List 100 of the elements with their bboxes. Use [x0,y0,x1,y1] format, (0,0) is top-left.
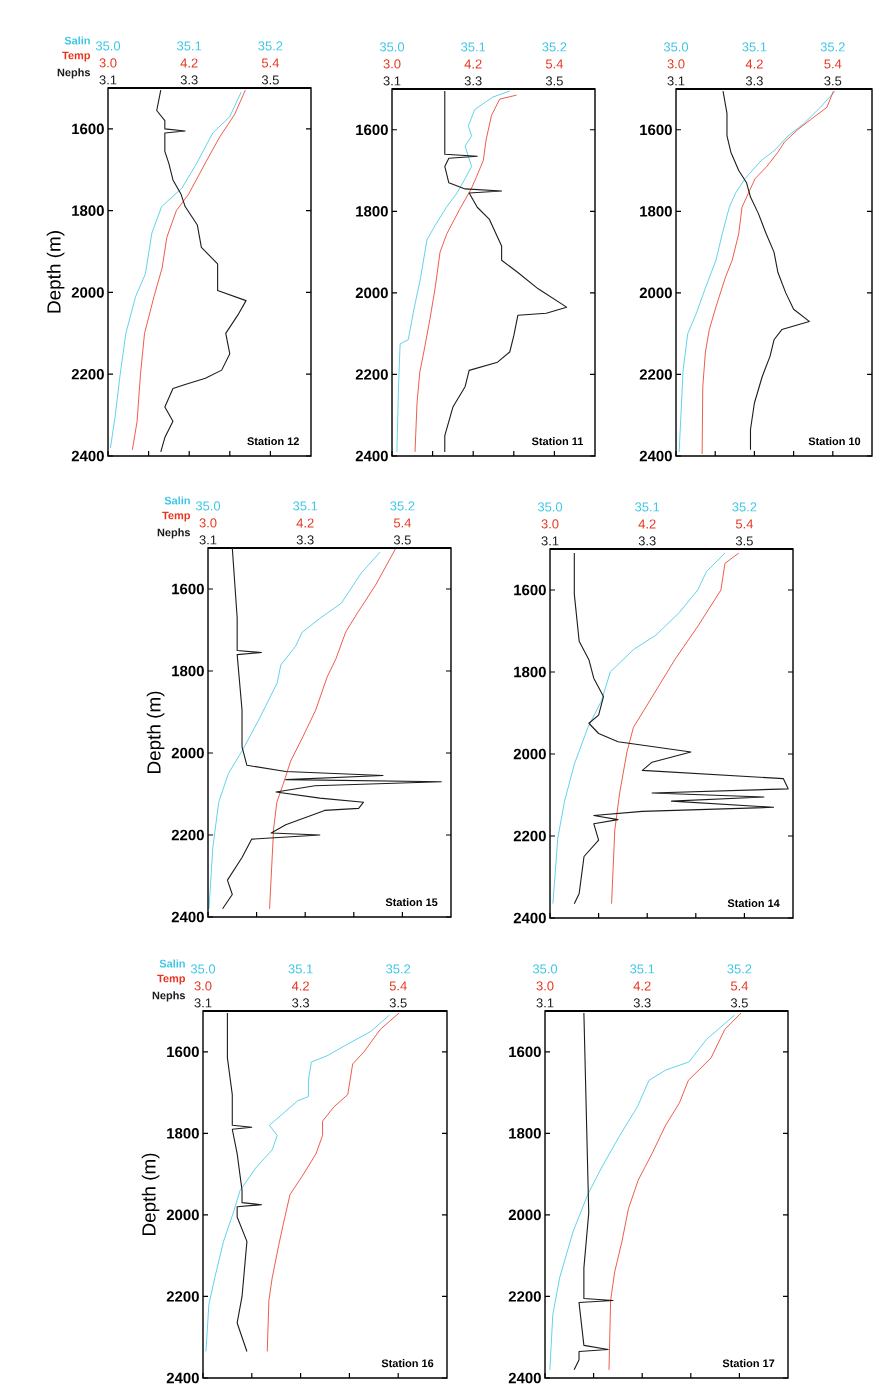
x-tick-label: 4.2 [638,519,656,529]
x-tick-label: 5.4 [393,518,412,528]
y-tick-label: 2200 [171,829,204,841]
y-tick-label: 1600 [167,1046,199,1058]
y-tick-label: 2400 [513,912,546,924]
x-tick-label: 35.1 [288,964,313,974]
x-axis-title: Temp [157,974,186,985]
x-tick-label: 3.0 [541,519,559,529]
x-tick-label: 35.2 [390,501,415,511]
x-tick-label: 35.1 [293,501,318,511]
x-tick-label: 35.1 [177,41,202,51]
x-tick-label: 3.1 [536,998,554,1008]
x-tick-label: 35.2 [732,502,757,512]
x-tick-label: 3.5 [735,536,753,546]
annotation: Station 14 [727,899,780,908]
x-axis-title: Temp [162,511,191,522]
x-tick-label: 4.2 [745,59,763,69]
x-tick-label: 3.1 [541,536,559,546]
y-tick-label: 1800 [509,1128,541,1139]
y-tick-label: 1800 [172,665,204,677]
line-series [722,90,810,451]
y-tick-label: 2000 [171,747,204,759]
x-tick-label: 5.4 [545,59,564,69]
y-tick-label: 2400 [171,911,204,923]
x-tick-label: 35.0 [537,502,563,512]
x-tick-label: 3.1 [199,535,217,545]
annotation: Station 16 [381,1359,434,1368]
x-tick-label: 3.5 [393,535,411,545]
x-tick-label: 4.2 [464,59,482,69]
x-tick-label: 5.4 [824,59,842,69]
x-tick-label: 35.0 [379,42,405,52]
line-series [156,89,247,453]
x-tick-label: 5.4 [261,58,280,68]
x-tick-label: 5.4 [389,981,407,991]
y-tick-label: 2400 [508,1372,541,1384]
x-tick-label: 3.0 [99,58,117,68]
x-tick-label: 4.2 [296,518,314,528]
x-tick-label: 35.1 [742,42,767,52]
x-tick-label: 35.0 [532,964,558,974]
x-tick-label: 35.0 [190,964,216,974]
y-tick-label: 1800 [356,206,388,217]
y-tick-label: 2400 [71,450,104,462]
x-axis-title: Nephs [152,991,186,1002]
y-tick-label: 1600 [72,123,104,135]
x-tick-label: 5.4 [735,519,754,529]
line-series [226,1012,263,1353]
y-tick-label: 1800 [167,1128,199,1139]
line-series [573,552,789,905]
x-tick-label: 3.3 [292,998,310,1008]
y-tick-label: 1600 [509,1046,541,1058]
x-tick-label: 3.0 [536,981,554,991]
y-axis-title: Depth (m) [141,1153,160,1236]
line-series [573,1012,614,1371]
y-tick-label: 2000 [71,287,104,298]
x-tick-label: 3.1 [194,998,212,1008]
annotation: Station 15 [385,898,438,907]
y-axis-title: Depth (m) [146,691,165,774]
annotation: Station 12 [247,437,299,446]
x-tick-label: 35.2 [820,42,845,52]
x-tick-label: 3.3 [638,536,656,546]
x-tick-label: 3.3 [745,76,763,86]
x-tick-label: 35.2 [727,964,752,974]
y-tick-label: 1800 [72,205,104,216]
x-axis-title: Nephs [157,528,191,539]
y-tick-label: 1600 [514,584,546,596]
y-tick-label: 1600 [356,124,388,136]
x-axis-title: Nephs [57,68,91,79]
line-series [222,548,442,910]
x-tick-label: 35.1 [461,42,486,52]
x-tick-label: 4.2 [291,981,309,991]
x-axis-title: Salin [159,959,185,968]
x-tick-label: 3.1 [667,76,685,86]
x-tick-label: 3.1 [383,76,401,86]
annotation: Station 10 [808,437,861,446]
y-tick-label: 2200 [508,1291,541,1302]
x-tick-label: 3.5 [730,998,748,1008]
y-tick-label: 1800 [514,666,546,678]
x-axis-title: Salin [164,496,190,505]
x-tick-label: 35.2 [542,42,567,52]
x-axis-title: Salin [64,36,90,45]
y-tick-label: 1600 [640,124,672,136]
y-tick-label: 2200 [639,369,672,380]
x-tick-label: 3.3 [633,998,651,1008]
y-tick-label: 2000 [513,748,546,760]
x-tick-label: 3.0 [667,59,685,69]
y-tick-label: 2200 [166,1291,199,1302]
x-tick-label: 3.0 [194,981,212,991]
x-tick-label: 3.3 [464,76,482,86]
y-tick-label: 2000 [508,1209,541,1221]
annotation: Station 11 [531,437,584,446]
x-tick-label: 3.5 [261,75,279,85]
x-tick-label: 4.2 [180,58,198,68]
x-tick-label: 35.0 [195,501,221,511]
x-axis-title: Temp [62,51,91,62]
x-tick-label: 3.5 [545,76,563,86]
x-tick-label: 3.1 [99,75,117,85]
y-tick-label: 2000 [166,1209,199,1221]
y-axis-title: Depth (m) [46,231,65,313]
y-tick-label: 2000 [355,287,388,299]
y-tick-label: 2200 [513,830,546,842]
